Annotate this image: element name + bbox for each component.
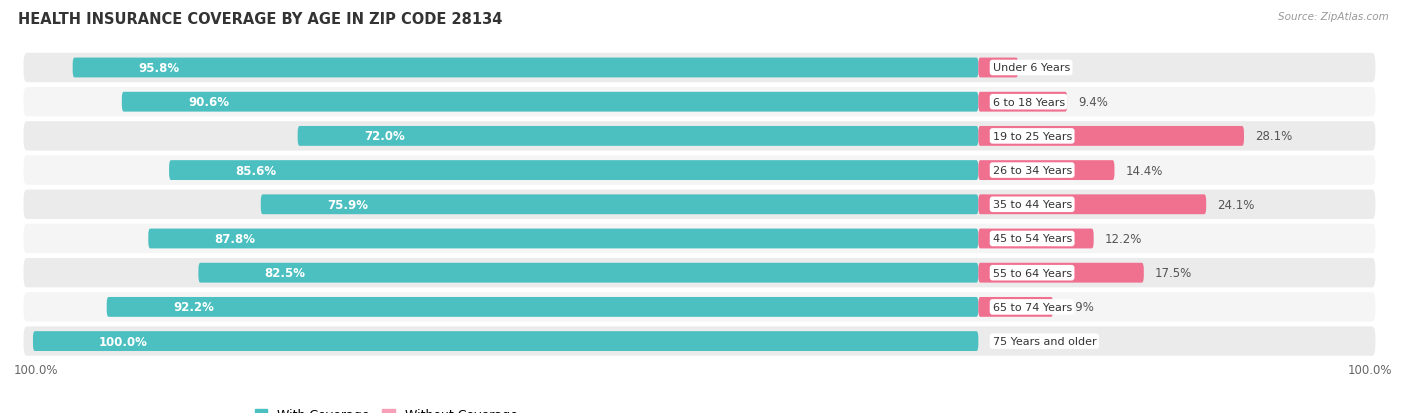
FancyBboxPatch shape — [198, 263, 979, 283]
FancyBboxPatch shape — [979, 161, 1115, 180]
FancyBboxPatch shape — [24, 292, 1375, 322]
FancyBboxPatch shape — [24, 88, 1375, 117]
FancyBboxPatch shape — [169, 161, 979, 180]
Text: 75 Years and older: 75 Years and older — [993, 336, 1097, 346]
Text: 14.4%: 14.4% — [1126, 164, 1163, 177]
Text: 35 to 44 Years: 35 to 44 Years — [993, 200, 1071, 210]
FancyBboxPatch shape — [24, 156, 1375, 185]
FancyBboxPatch shape — [24, 327, 1375, 356]
Text: 24.1%: 24.1% — [1218, 198, 1256, 211]
FancyBboxPatch shape — [979, 93, 1067, 112]
Text: 100.0%: 100.0% — [1347, 363, 1392, 376]
Text: 0.0%: 0.0% — [990, 335, 1019, 348]
Text: 45 to 54 Years: 45 to 54 Years — [993, 234, 1071, 244]
Text: 28.1%: 28.1% — [1256, 130, 1292, 143]
Text: 75.9%: 75.9% — [328, 198, 368, 211]
Text: 7.9%: 7.9% — [1064, 301, 1094, 313]
FancyBboxPatch shape — [24, 259, 1375, 288]
FancyBboxPatch shape — [24, 54, 1375, 83]
FancyBboxPatch shape — [24, 224, 1375, 254]
FancyBboxPatch shape — [979, 127, 1244, 147]
FancyBboxPatch shape — [979, 195, 1206, 215]
FancyBboxPatch shape — [24, 190, 1375, 219]
Text: 100.0%: 100.0% — [14, 363, 59, 376]
FancyBboxPatch shape — [24, 122, 1375, 151]
Text: 65 to 74 Years: 65 to 74 Years — [993, 302, 1071, 312]
Text: 19 to 25 Years: 19 to 25 Years — [993, 132, 1071, 142]
FancyBboxPatch shape — [298, 127, 979, 147]
Text: Source: ZipAtlas.com: Source: ZipAtlas.com — [1278, 12, 1389, 22]
FancyBboxPatch shape — [979, 263, 1143, 283]
FancyBboxPatch shape — [979, 58, 1018, 78]
Text: 17.5%: 17.5% — [1156, 266, 1192, 280]
Text: 100.0%: 100.0% — [100, 335, 148, 348]
Text: 90.6%: 90.6% — [188, 96, 229, 109]
Text: 87.8%: 87.8% — [215, 233, 256, 245]
FancyBboxPatch shape — [32, 331, 979, 351]
Text: 12.2%: 12.2% — [1105, 233, 1143, 245]
Text: 95.8%: 95.8% — [139, 62, 180, 75]
Text: 82.5%: 82.5% — [264, 266, 305, 280]
Legend: With Coverage, Without Coverage: With Coverage, Without Coverage — [250, 404, 523, 413]
FancyBboxPatch shape — [73, 58, 979, 78]
Text: 85.6%: 85.6% — [235, 164, 277, 177]
FancyBboxPatch shape — [148, 229, 979, 249]
Text: HEALTH INSURANCE COVERAGE BY AGE IN ZIP CODE 28134: HEALTH INSURANCE COVERAGE BY AGE IN ZIP … — [18, 12, 503, 27]
Text: 92.2%: 92.2% — [173, 301, 214, 313]
Text: 26 to 34 Years: 26 to 34 Years — [993, 166, 1071, 176]
Text: Under 6 Years: Under 6 Years — [993, 63, 1070, 74]
Text: 72.0%: 72.0% — [364, 130, 405, 143]
Text: 6 to 18 Years: 6 to 18 Years — [993, 97, 1064, 107]
Text: 9.4%: 9.4% — [1078, 96, 1108, 109]
FancyBboxPatch shape — [107, 297, 979, 317]
FancyBboxPatch shape — [979, 297, 1053, 317]
FancyBboxPatch shape — [122, 93, 979, 112]
Text: 4.2%: 4.2% — [1029, 62, 1059, 75]
Text: 55 to 64 Years: 55 to 64 Years — [993, 268, 1071, 278]
FancyBboxPatch shape — [260, 195, 979, 215]
FancyBboxPatch shape — [979, 229, 1094, 249]
